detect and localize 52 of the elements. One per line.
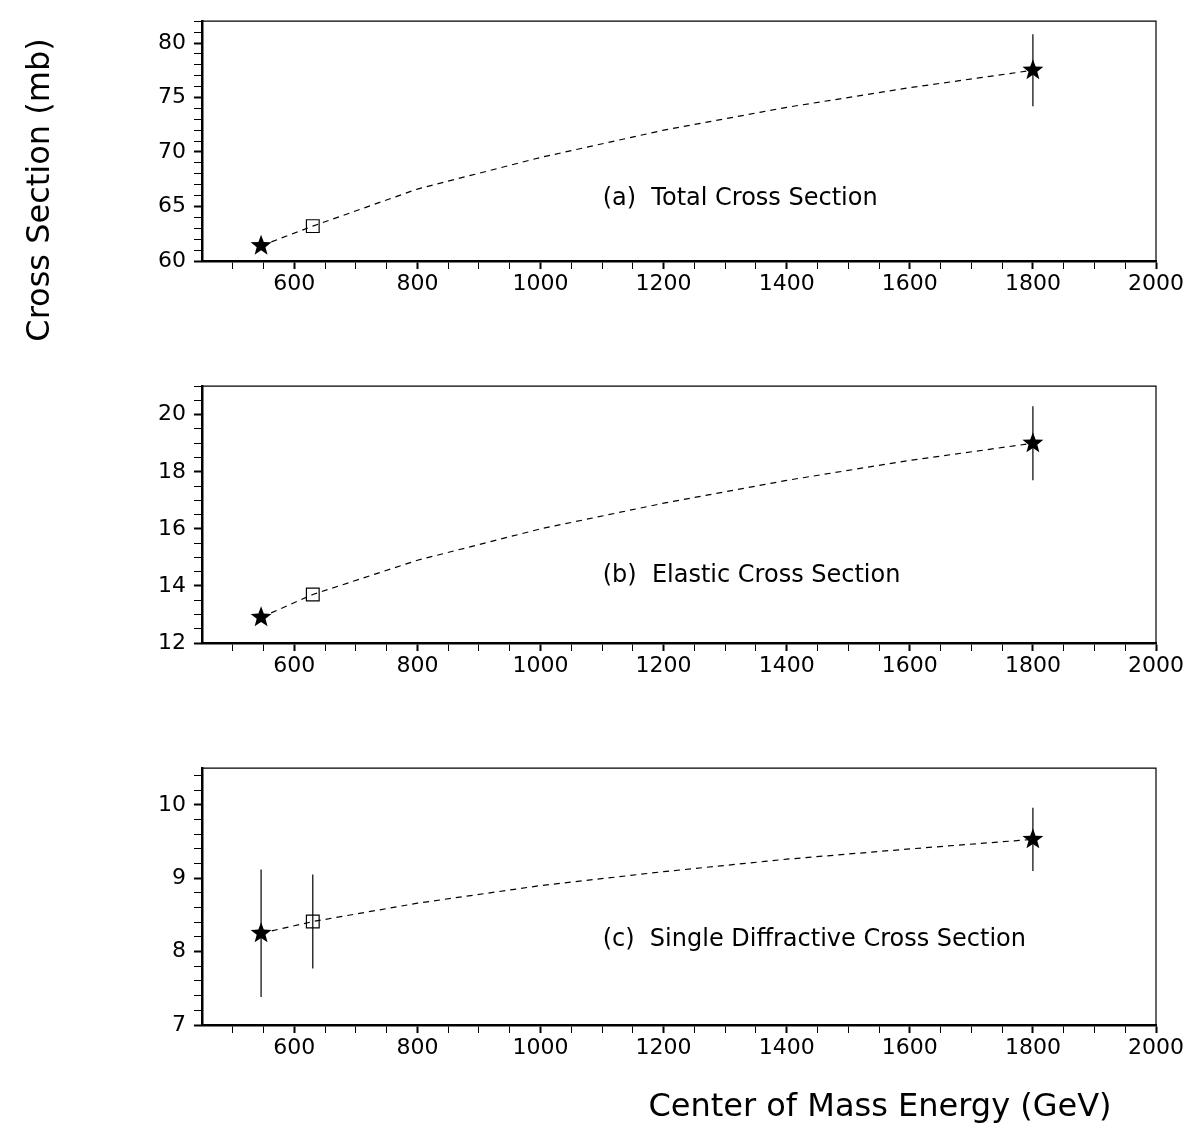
x-tick-label: 1000 bbox=[512, 1033, 569, 1059]
x-tick-label: 1600 bbox=[881, 651, 938, 677]
x-tick-label: 800 bbox=[396, 269, 439, 295]
x-tick-label: 1200 bbox=[635, 269, 692, 295]
x-tick-label: 1400 bbox=[758, 1033, 815, 1059]
y-tick-label: 16 bbox=[158, 514, 186, 540]
x-tick-label: 2000 bbox=[1128, 1033, 1184, 1059]
annotation: (a) Total Cross Section bbox=[602, 182, 878, 211]
x-tick-label: 1200 bbox=[635, 651, 692, 677]
y-tick-label: 8 bbox=[172, 937, 186, 963]
x-tick-label: 600 bbox=[273, 269, 316, 295]
y-tick-label: 60 bbox=[158, 246, 186, 272]
y-axis-title: Cross Section (mb) bbox=[19, 38, 57, 342]
y-tick-label: 12 bbox=[158, 628, 186, 654]
x-tick-label: 1000 bbox=[512, 269, 569, 295]
point bbox=[305, 219, 320, 234]
point bbox=[1022, 432, 1044, 453]
x-tick-label: 1400 bbox=[758, 651, 815, 677]
x-tick-label: 1600 bbox=[881, 269, 938, 295]
x-tick-label: 1000 bbox=[512, 651, 569, 677]
y-tick-label: 10 bbox=[158, 790, 186, 816]
x-tick-label: 1800 bbox=[1004, 1033, 1061, 1059]
y-tick-label: 20 bbox=[158, 400, 186, 426]
annotation: (c) Single Diffractive Cross Section bbox=[602, 924, 1026, 953]
annotation: (b) Elastic Cross Section bbox=[602, 560, 901, 589]
y-tick-label: 65 bbox=[158, 192, 186, 218]
y-tick-label: 14 bbox=[158, 571, 186, 597]
point bbox=[250, 606, 272, 627]
y-tick-label: 18 bbox=[158, 457, 186, 483]
y-tick-label: 7 bbox=[172, 1010, 186, 1036]
point bbox=[250, 922, 272, 943]
x-tick-label: 600 bbox=[273, 651, 316, 677]
point bbox=[1022, 828, 1044, 849]
x-tick-label: 1800 bbox=[1004, 269, 1061, 295]
y-tick-label: 9 bbox=[172, 863, 186, 889]
point bbox=[305, 587, 320, 602]
x-tick-label: 2000 bbox=[1128, 651, 1184, 677]
x-tick-label: 800 bbox=[396, 1033, 439, 1059]
x-tick-label: 1200 bbox=[635, 1033, 692, 1059]
x-axis-title: Center of Mass Energy (GeV) bbox=[648, 1086, 1112, 1124]
x-tick-label: 600 bbox=[273, 1033, 316, 1059]
x-tick-label: 1800 bbox=[1004, 651, 1061, 677]
x-tick-label: 1400 bbox=[758, 269, 815, 295]
point bbox=[1022, 59, 1044, 80]
point bbox=[250, 234, 272, 255]
y-tick-label: 75 bbox=[158, 83, 186, 109]
x-tick-label: 2000 bbox=[1128, 269, 1184, 295]
y-tick-label: 70 bbox=[158, 137, 186, 163]
y-tick-label: 80 bbox=[158, 28, 186, 54]
x-tick-label: 800 bbox=[396, 651, 439, 677]
point bbox=[305, 914, 320, 929]
x-tick-label: 1600 bbox=[881, 1033, 938, 1059]
